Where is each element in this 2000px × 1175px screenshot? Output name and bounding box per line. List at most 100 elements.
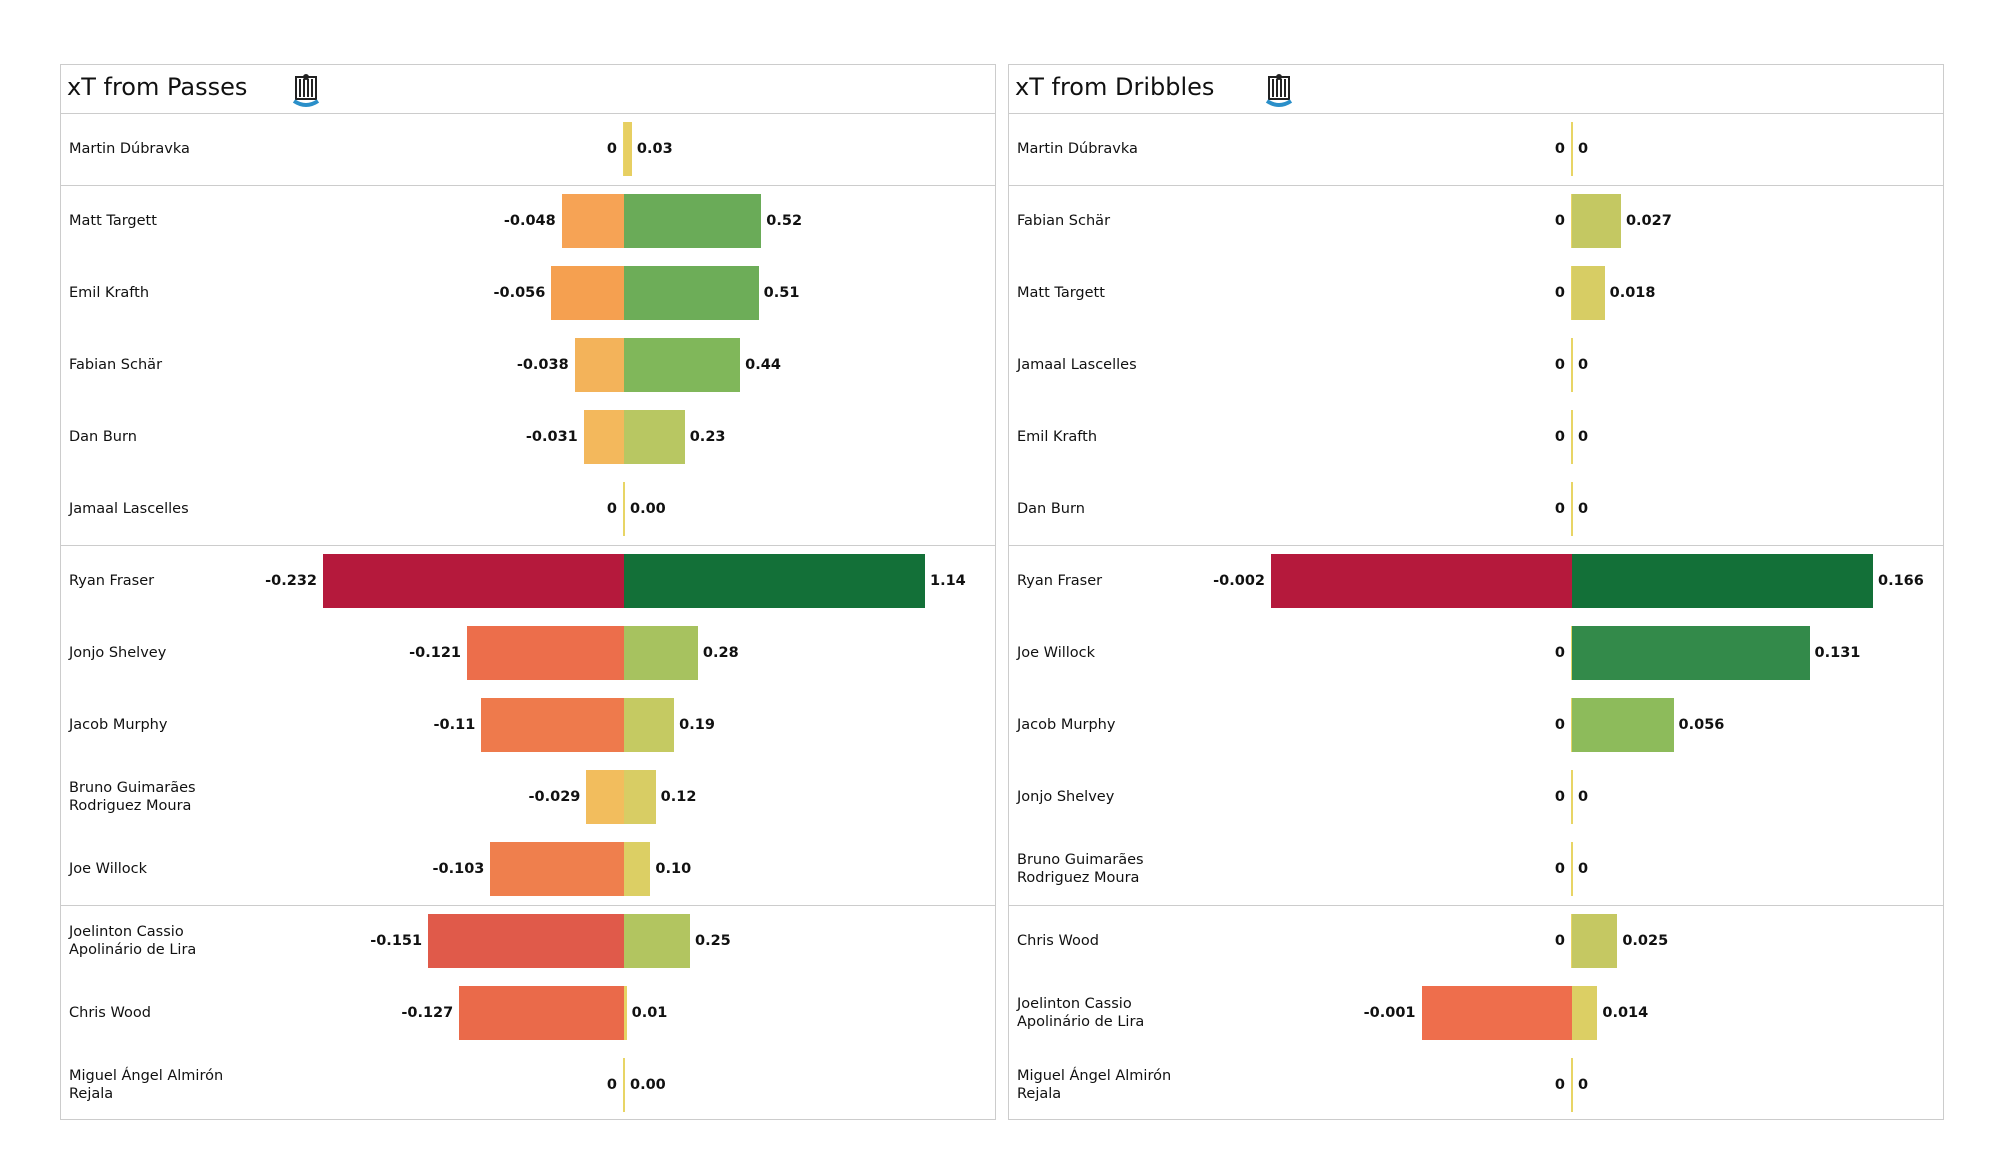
negative-bar [623, 1058, 624, 1112]
positive-value-label: 0.19 [679, 717, 715, 733]
player-name: Jonjo Shelvey [69, 645, 167, 661]
player-name: Miguel Ángel Almirón Rejala [1017, 1068, 1172, 1102]
negative-bar [1571, 410, 1572, 464]
negative-bar [1571, 482, 1572, 536]
player-name: Fabian Schär [69, 357, 163, 373]
negative-value-label: 0 [1554, 789, 1565, 805]
group-divider [61, 545, 995, 546]
negative-bar [323, 554, 624, 608]
positive-value-label: 0.027 [1625, 213, 1672, 229]
negative-value-label: 0 [606, 501, 617, 517]
negative-bar [1571, 266, 1572, 320]
negative-value-label: -0.11 [433, 717, 476, 733]
negative-bar [623, 122, 624, 176]
player-name: Matt Targett [69, 213, 157, 229]
negative-value-label: -0.031 [525, 429, 578, 445]
player-name: Martin Dúbravka [1017, 141, 1138, 157]
negative-value-label: -0.127 [401, 1005, 454, 1021]
negative-value-label: -0.001 [1363, 1005, 1416, 1021]
positive-bar [1572, 986, 1598, 1040]
positive-bar [624, 626, 698, 680]
positive-bar [624, 122, 632, 176]
positive-value-label: 0.014 [1602, 1005, 1649, 1021]
positive-value-label: 0.28 [702, 645, 739, 661]
positive-value-label: 0.018 [1609, 285, 1656, 301]
positive-value-label: 0.025 [1622, 933, 1669, 949]
group-divider [1009, 185, 1943, 186]
negative-value-label: -0.048 [503, 213, 556, 229]
negative-bar [1571, 626, 1572, 680]
positive-value-label: 0.10 [655, 861, 692, 877]
group-divider [1009, 545, 1943, 546]
player-name: Emil Krafth [69, 285, 150, 301]
positive-bar [624, 986, 627, 1040]
player-name: Chris Wood [1017, 933, 1099, 949]
positive-bar [624, 770, 656, 824]
group-divider [1009, 905, 1943, 906]
player-name: Chris Wood [69, 1005, 151, 1021]
positive-bar [1572, 842, 1573, 896]
club-logo [1259, 71, 1299, 111]
player-name: Jonjo Shelvey [1017, 789, 1115, 805]
negative-bar [1571, 842, 1572, 896]
positive-bar [1572, 266, 1605, 320]
negative-bar [1571, 194, 1572, 248]
negative-bar [623, 482, 624, 536]
negative-bar [583, 410, 624, 464]
negative-value-label: -0.002 [1213, 573, 1265, 589]
negative-bar [467, 626, 624, 680]
player-name: Jamaal Lascelles [69, 501, 189, 517]
negative-bar [1571, 770, 1572, 824]
negative-value-label: -0.029 [528, 789, 581, 805]
positive-value-label: 1.14 [930, 573, 966, 589]
positive-bar [624, 266, 759, 320]
positive-bar [1572, 1058, 1573, 1112]
positive-value-label: 0.52 [766, 213, 803, 229]
chart-title: xT from Dribbles [1015, 73, 1215, 101]
negative-bar [1271, 554, 1572, 608]
positive-bar [1572, 626, 1810, 680]
positive-value-label: 0.056 [1678, 717, 1725, 733]
chart-panel: xT from Passes Martin Dúbravka 0 0.03 Matt T… [60, 64, 996, 1120]
negative-value-label: 0 [1554, 213, 1565, 229]
positive-bar [1572, 914, 1618, 968]
negative-bar [1571, 698, 1572, 752]
positive-value-label: 0.166 [1878, 573, 1924, 589]
positive-value-label: 0 [1578, 141, 1589, 157]
negative-bar [428, 914, 624, 968]
negative-bar [1571, 122, 1572, 176]
positive-value-label: 0 [1578, 357, 1589, 373]
positive-bar [1572, 122, 1573, 176]
positive-bar [1572, 698, 1674, 752]
positive-value-label: 0 [1578, 501, 1589, 517]
player-name: Jacob Murphy [69, 717, 168, 733]
negative-value-label: 0 [1554, 861, 1565, 877]
negative-value-label: 0 [606, 141, 617, 157]
negative-value-label: -0.103 [432, 861, 485, 877]
positive-value-label: 0.03 [636, 141, 673, 157]
negative-bar [574, 338, 624, 392]
positive-bar [624, 842, 651, 896]
positive-value-label: 0.00 [630, 501, 666, 517]
negative-bar [586, 770, 624, 824]
player-name: Emil Krafth [1017, 429, 1098, 445]
negative-bar [561, 194, 624, 248]
negative-bar [1421, 986, 1572, 1040]
player-name: Dan Burn [1017, 501, 1085, 517]
positive-value-label: 0.23 [689, 429, 726, 445]
negative-value-label: 0 [1554, 717, 1565, 733]
positive-bar [624, 554, 925, 608]
player-name: Jacob Murphy [1017, 717, 1116, 733]
player-name: Martin Dúbravka [69, 141, 190, 157]
player-name: Ryan Fraser [1017, 573, 1103, 589]
negative-bar [481, 698, 624, 752]
negative-bar [551, 266, 624, 320]
positive-bar [1572, 554, 1873, 608]
positive-value-label: 0 [1578, 1077, 1589, 1093]
positive-value-label: 0 [1578, 429, 1589, 445]
positive-value-label: 0 [1578, 861, 1589, 877]
positive-bar [1572, 338, 1573, 392]
player-name: Joelinton Cassio Apolinário de Lira [1017, 996, 1145, 1030]
positive-value-label: 0.00 [630, 1077, 666, 1093]
